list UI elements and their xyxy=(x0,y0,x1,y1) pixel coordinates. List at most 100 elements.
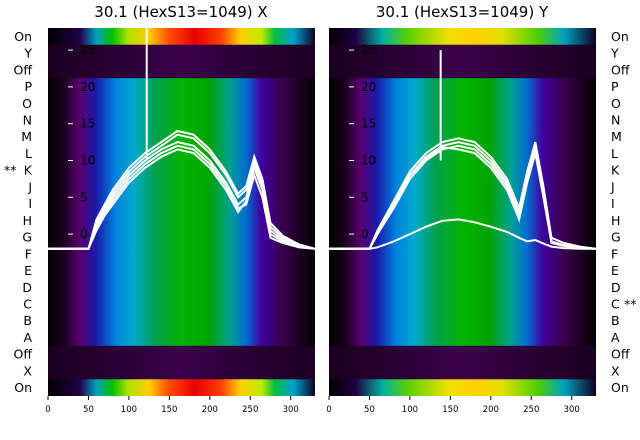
y-tick-label: 15 xyxy=(80,117,95,131)
row-label-right: Off xyxy=(611,62,630,77)
heatmap-row-m xyxy=(48,128,315,146)
heatmap-row-b xyxy=(48,312,315,330)
heatmap-row-off xyxy=(329,61,596,79)
heatmap-row-c xyxy=(48,295,315,313)
row-label-right: L xyxy=(611,146,618,161)
y-tick-label: 25 xyxy=(361,43,376,57)
heatmap-rows-y xyxy=(329,28,596,396)
x-tick-label: 200 xyxy=(483,405,499,415)
x-ticks-x: 0 50 100 150 200 250 300 xyxy=(45,396,299,415)
row-label-left: G xyxy=(22,230,32,245)
x-tick-label: 250 xyxy=(523,405,539,415)
row-label-left: Off xyxy=(14,62,33,77)
row-label-right: Off xyxy=(611,347,630,362)
heatmap-row-e xyxy=(329,262,596,280)
heatmap-row-j xyxy=(48,178,315,196)
y-tick-label: 10 xyxy=(80,153,95,167)
x-tick-label: 300 xyxy=(283,405,299,415)
heatmap-row-b xyxy=(329,312,596,330)
x-tick-label: 250 xyxy=(242,405,258,415)
row-label-left: On xyxy=(14,29,32,44)
heatmap-row-x xyxy=(48,362,315,380)
row-label-left: A xyxy=(23,330,32,345)
row-label-right: M xyxy=(611,129,622,144)
heatmap-row-p xyxy=(48,78,315,96)
row-label-left: O xyxy=(22,96,32,111)
row-label-left: On xyxy=(14,380,32,395)
row-label-left: H xyxy=(23,213,32,228)
heatmap-row-g xyxy=(48,228,315,246)
row-label-right: F xyxy=(611,246,618,261)
x-tick-label: 150 xyxy=(442,405,458,415)
heatmap-row-off xyxy=(329,345,596,364)
row-label-left: X xyxy=(23,363,32,378)
x-tick-label: 0 xyxy=(326,405,331,415)
row-label-left: D xyxy=(22,280,32,295)
y-ticks-y: 0 5 10 15 20 25 xyxy=(349,43,376,241)
y-tick-label: 15 xyxy=(361,117,376,131)
heatmap-row-n xyxy=(48,111,315,129)
heatmap-row-e xyxy=(48,262,315,280)
heatmap-row-on xyxy=(329,379,596,396)
heatmap-row-h xyxy=(48,212,315,230)
heatmap-row-i xyxy=(48,195,315,213)
heatmap-row-on xyxy=(329,28,596,46)
row-label-left: J xyxy=(27,179,32,194)
heatmap-row-j xyxy=(329,178,596,196)
y-tick-label: 20 xyxy=(80,80,95,94)
row-label-right: I xyxy=(611,196,615,211)
row-label-right: C xyxy=(611,297,620,312)
row-label-left: C xyxy=(23,297,32,312)
heatmap-row-f xyxy=(48,245,315,263)
heatmap-row-off xyxy=(48,345,315,364)
y-tick-label: 5 xyxy=(361,190,369,204)
heatmap-panel-x: 30.1 (HexS13=1049) X 0 50 100 150 200 250 300 … xyxy=(45,3,315,415)
heatmap-row-on xyxy=(48,379,315,396)
marked-row-indicator-right: ** xyxy=(624,297,637,312)
heatmap-row-p xyxy=(329,78,596,96)
heatmap-row-l xyxy=(48,145,315,163)
heatmap-row-l xyxy=(329,145,596,163)
x-tick-label: 150 xyxy=(161,405,177,415)
x-tick-label: 300 xyxy=(564,405,580,415)
heatmap-row-d xyxy=(329,278,596,297)
heatmap-row-d xyxy=(48,278,315,297)
heatmap-row-o xyxy=(329,94,596,113)
y-tick-label: 20 xyxy=(361,80,376,94)
overlay-line xyxy=(329,218,596,250)
heatmap-row-c xyxy=(329,295,596,313)
x-tick-label: 0 xyxy=(45,405,50,415)
chart-title-x: 30.1 (HexS13=1049) X xyxy=(94,3,267,21)
overlay-line xyxy=(329,146,596,250)
row-label-right: D xyxy=(611,280,621,295)
row-label-right: On xyxy=(611,29,629,44)
heatmap-row-k xyxy=(48,161,315,180)
row-label-left: E xyxy=(24,263,32,278)
row-label-left: M xyxy=(21,129,32,144)
row-label-left: P xyxy=(24,79,32,94)
row-label-left: K xyxy=(24,163,33,178)
heatmap-row-a xyxy=(329,329,596,347)
row-label-right: K xyxy=(611,163,620,178)
y-tick-label: 25 xyxy=(80,43,95,57)
heatmap-row-n xyxy=(329,111,596,129)
heatmap-row-x xyxy=(329,362,596,380)
row-label-left: B xyxy=(23,313,32,328)
row-label-right: Y xyxy=(610,46,619,61)
row-label-left: Y xyxy=(23,46,32,61)
row-label-left: Off xyxy=(14,347,33,362)
heatmap-row-o xyxy=(48,94,315,113)
heatmap-row-y xyxy=(48,44,315,62)
heatmap-row-off xyxy=(48,61,315,79)
row-label-right: E xyxy=(611,263,619,278)
row-label-left: L xyxy=(25,146,32,161)
row-label-left: F xyxy=(25,246,32,261)
overlay-line xyxy=(48,144,315,250)
heatmap-panel-y: 30.1 (HexS13=1049) Y 0 50 100 150 200 250 300 … xyxy=(326,3,596,415)
x-tick-label: 200 xyxy=(202,405,218,415)
row-label-right: G xyxy=(611,230,621,245)
x-tick-label: 50 xyxy=(364,405,375,415)
row-label-right: A xyxy=(611,330,620,345)
row-label-right: X xyxy=(611,363,620,378)
